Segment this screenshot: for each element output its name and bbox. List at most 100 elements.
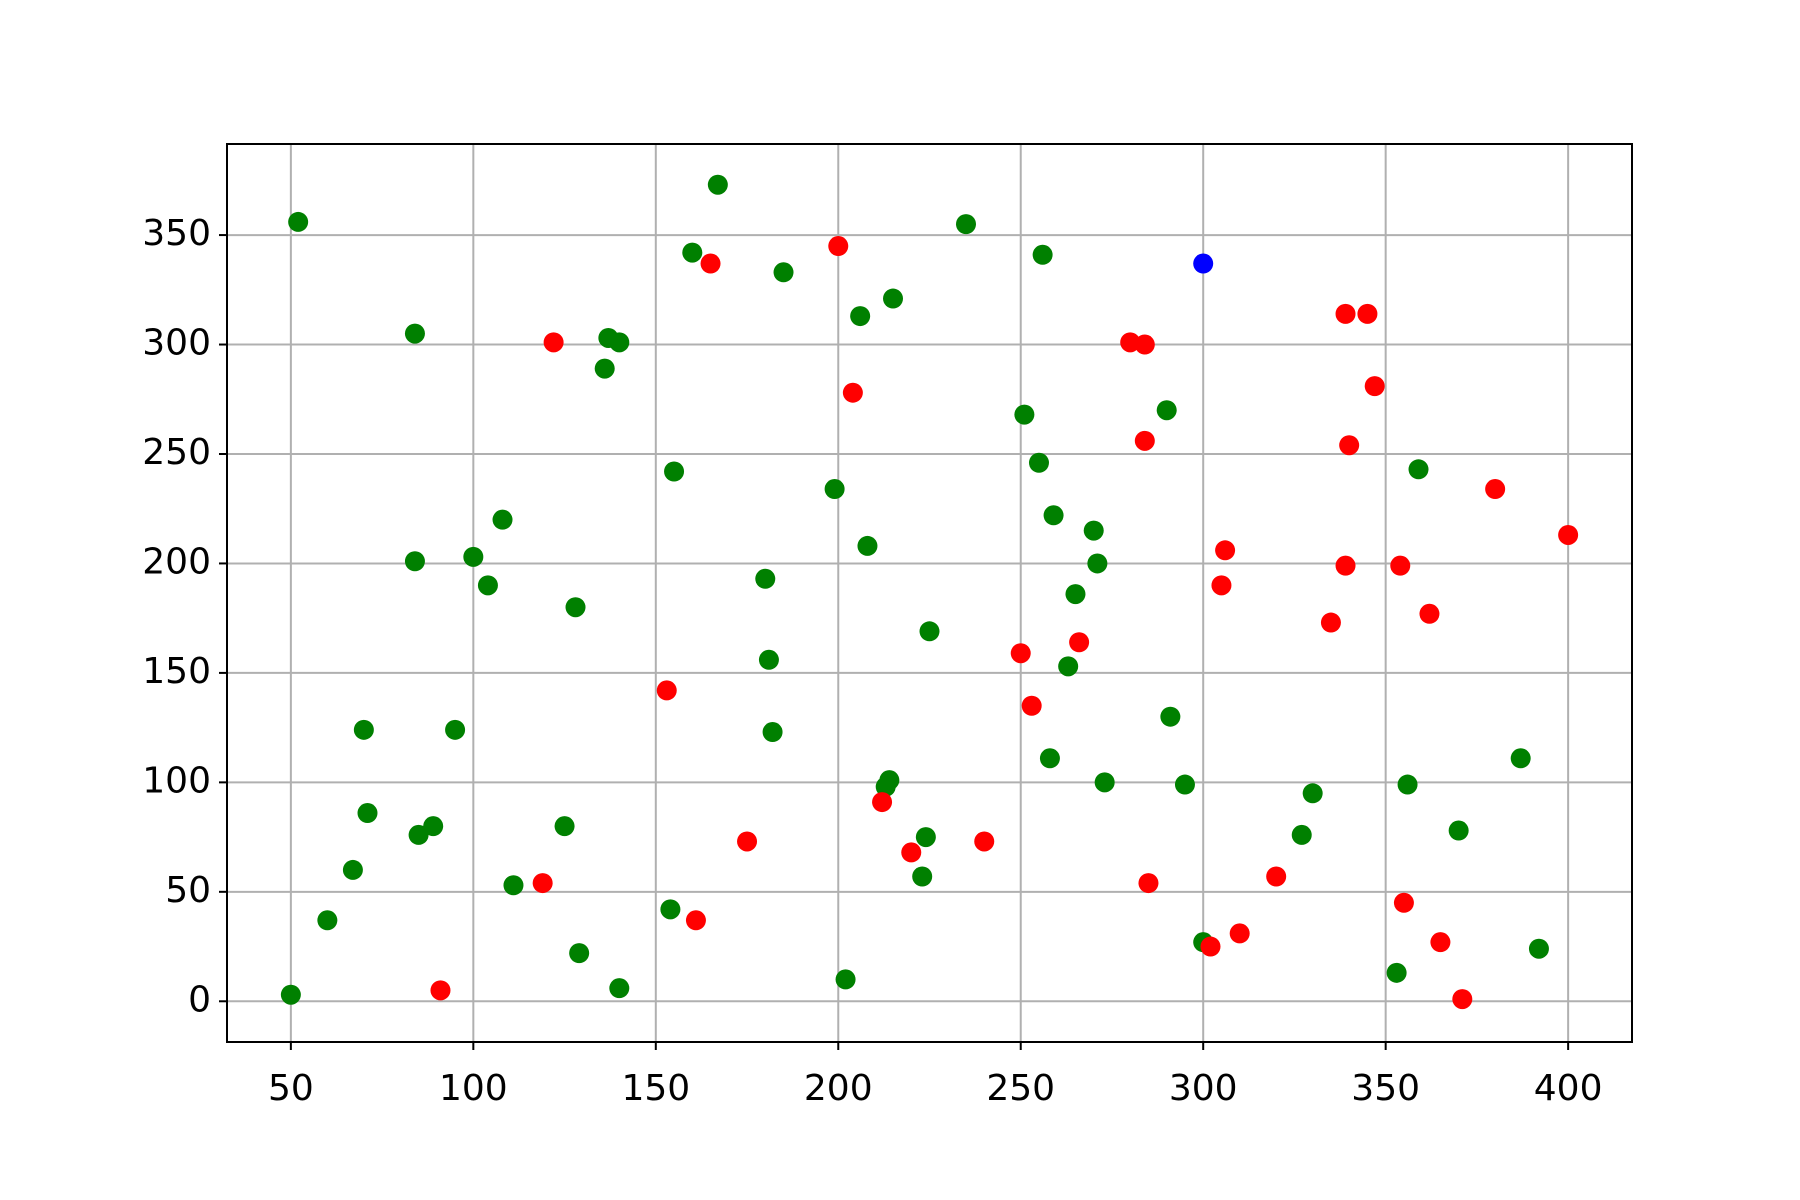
scatter-point xyxy=(901,842,922,863)
scatter-point xyxy=(430,980,451,1001)
scatter-point xyxy=(1083,520,1104,541)
y-tick-label: 350 xyxy=(142,213,211,254)
x-tick-label: 100 xyxy=(439,1068,508,1109)
scatter-point xyxy=(492,509,513,530)
scatter-point xyxy=(594,358,615,379)
scatter-point xyxy=(357,803,378,824)
points xyxy=(280,174,1579,1010)
scatter-point xyxy=(1266,866,1287,887)
scatter-point xyxy=(875,776,896,797)
scatter-point xyxy=(915,827,936,848)
scatter-point xyxy=(1339,435,1360,456)
scatter-point xyxy=(1174,774,1195,795)
scatter-point xyxy=(1032,244,1053,265)
scatter-point xyxy=(835,969,856,990)
scatter-point xyxy=(1302,783,1323,804)
scatter-point xyxy=(1134,430,1155,451)
scatter-point xyxy=(342,859,363,880)
scatter-point xyxy=(883,288,904,309)
scatter-point xyxy=(824,479,845,500)
scatter-point xyxy=(503,875,524,896)
y-tick-label: 300 xyxy=(142,323,211,364)
scatter-point xyxy=(1364,376,1385,397)
scatter-point xyxy=(682,242,703,263)
scatter-point xyxy=(1335,303,1356,324)
scatter-point xyxy=(1393,892,1414,913)
scatter-point xyxy=(1510,748,1531,769)
scatter-point xyxy=(280,984,301,1005)
scatter-point xyxy=(1065,584,1086,605)
x-tick-label: 50 xyxy=(268,1068,314,1109)
scatter-point xyxy=(1134,334,1155,355)
scatter-point xyxy=(404,323,425,344)
scatter-point xyxy=(1291,824,1312,845)
scatter-point xyxy=(1039,748,1060,769)
scatter-point xyxy=(685,910,706,931)
scatter-point xyxy=(1138,873,1159,894)
scatter-point xyxy=(404,551,425,572)
scatter-point xyxy=(842,382,863,403)
ticks: 50 100 150 200 250 300 350 400 0 50 100 150 200 250 30… xyxy=(142,213,1602,1109)
scatter-point xyxy=(1211,575,1232,596)
x-tick-label: 350 xyxy=(1351,1068,1420,1109)
scatter-point xyxy=(445,719,466,740)
scatter-point xyxy=(423,816,444,837)
scatter-point xyxy=(288,211,309,232)
scatter-point xyxy=(1229,923,1250,944)
scatter-point xyxy=(1485,479,1506,500)
scatter-point xyxy=(857,535,878,556)
scatter-point xyxy=(1397,774,1418,795)
x-tick-label: 200 xyxy=(804,1068,873,1109)
scatter-point xyxy=(1014,404,1035,425)
scatter-point xyxy=(1386,962,1407,983)
scatter-point xyxy=(737,831,758,852)
scatter-point xyxy=(1010,643,1031,664)
y-tick-label: 200 xyxy=(142,541,211,582)
scatter-point xyxy=(773,262,794,283)
y-tick-label: 0 xyxy=(188,979,211,1020)
scatter-point xyxy=(1390,555,1411,576)
scatter-point xyxy=(1430,932,1451,953)
scatter-point xyxy=(554,816,575,837)
x-tick-label: 400 xyxy=(1534,1068,1603,1109)
scatter-point xyxy=(1335,555,1356,576)
scatter-point xyxy=(1357,303,1378,324)
scatter-point xyxy=(408,824,429,845)
scatter-point xyxy=(463,546,484,567)
scatter-point xyxy=(1028,452,1049,473)
y-tick-label: 100 xyxy=(142,760,211,801)
scatter-point xyxy=(1069,632,1090,653)
y-tick-label: 50 xyxy=(165,870,211,911)
scatter-point xyxy=(1193,253,1214,274)
scatter-point xyxy=(1452,989,1473,1010)
scatter-point xyxy=(569,943,590,964)
scatter-point xyxy=(1558,524,1579,545)
scatter-point xyxy=(1320,612,1341,633)
scatter-point xyxy=(1448,820,1469,841)
scatter-point xyxy=(1160,706,1181,727)
scatter-point xyxy=(700,253,721,274)
scatter-point xyxy=(1021,695,1042,716)
scatter-point xyxy=(1087,553,1108,574)
y-tick-label: 150 xyxy=(142,651,211,692)
scatter-point xyxy=(1419,603,1440,624)
scatter-point xyxy=(1094,772,1115,793)
scatter-point xyxy=(955,214,976,235)
scatter-point xyxy=(609,332,630,353)
scatter-point xyxy=(1058,656,1079,677)
scatter-point xyxy=(1156,400,1177,421)
x-tick-label: 150 xyxy=(621,1068,690,1109)
scatter-point xyxy=(762,722,783,743)
scatter-point xyxy=(872,792,893,813)
scatter-point xyxy=(609,978,630,999)
scatter-point xyxy=(758,649,779,670)
scatter-point xyxy=(532,873,553,894)
y-tick-label: 250 xyxy=(142,432,211,473)
axes-frame xyxy=(226,143,1633,1043)
scatter-point xyxy=(1215,540,1236,561)
scatter-point xyxy=(850,306,871,327)
scatter-point xyxy=(755,568,776,589)
scatter-point xyxy=(353,719,374,740)
x-tick-label: 300 xyxy=(1169,1068,1238,1109)
